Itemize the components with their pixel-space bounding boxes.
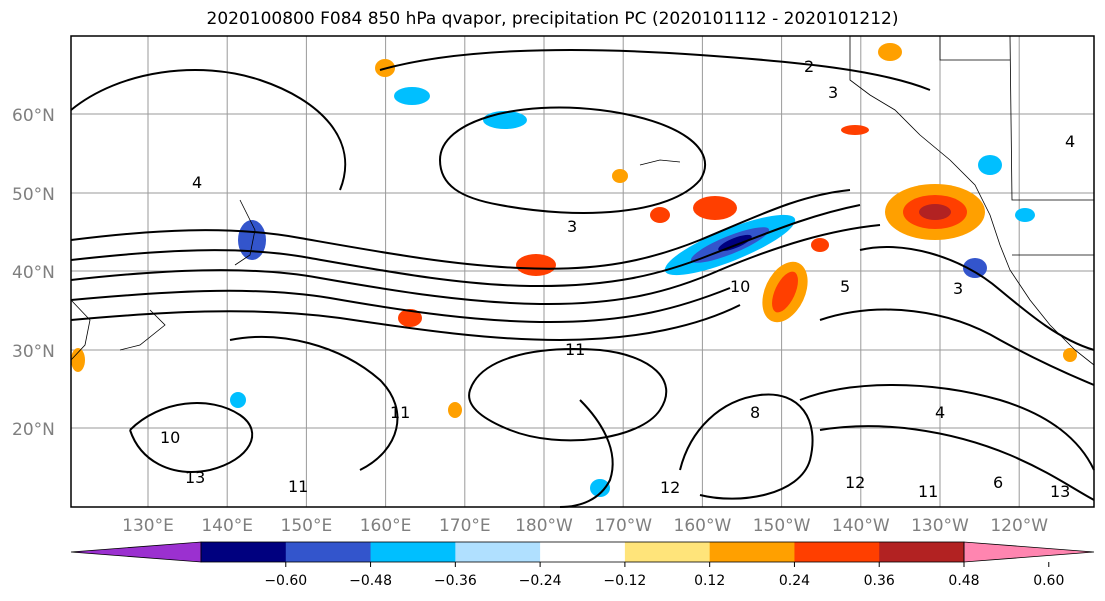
lon-label: 120°W xyxy=(990,516,1048,536)
colorbar-tick-label: −0.48 xyxy=(349,573,392,589)
precip-negative-patch xyxy=(1015,208,1035,222)
contour-label: 13 xyxy=(185,468,205,487)
colorbar-frame xyxy=(200,541,965,563)
precip-positive-patch xyxy=(448,402,462,418)
lon-label: 180°W xyxy=(515,516,573,536)
precip-negative-patch xyxy=(483,111,527,129)
contour-label: 4 xyxy=(935,403,945,422)
precip-positive-patch xyxy=(772,271,798,313)
colorbar-swatch xyxy=(794,542,880,562)
colorbar-tick-label: 0.24 xyxy=(779,573,810,589)
contour-label: 4 xyxy=(1065,132,1075,151)
precip-positive-patch xyxy=(612,169,628,183)
colorbar: −0.60 −0.48 −0.36 −0.24 −0.12 0.12 0.24 0.36 0.4… xyxy=(70,541,1095,589)
contour-label: 12 xyxy=(660,478,680,497)
precip-positive-patch xyxy=(71,348,85,372)
lon-label: 130°W xyxy=(911,516,969,536)
precip-positive-patch xyxy=(919,204,951,220)
contour-label: 10 xyxy=(730,277,750,296)
precip-positive-patch xyxy=(1063,348,1077,362)
lat-label: 50°N xyxy=(12,185,55,205)
map-title: 2020100800 F084 850 hPa qvapor, precipit… xyxy=(206,9,899,29)
longitude-labels: 130°E 140°E 150°E 160°E 170°E 180°W 170°W 160°W… xyxy=(122,516,1048,536)
precip-positive-patch xyxy=(693,196,737,220)
map-frame xyxy=(70,35,1095,508)
colorbar-swatch xyxy=(624,542,711,562)
contour-label: 6 xyxy=(993,473,1003,492)
precip-negative-patch xyxy=(230,392,246,408)
lon-label: 160°W xyxy=(674,516,732,536)
precip-positive-patch xyxy=(398,309,422,327)
lon-label: 170°E xyxy=(439,516,491,536)
lon-label: 140°E xyxy=(201,516,253,536)
lon-label: 140°W xyxy=(832,516,890,536)
lat-label: 60°N xyxy=(12,106,55,126)
lon-label: 160°E xyxy=(360,516,412,536)
precip-negative-patch xyxy=(238,220,266,260)
lon-label: 170°W xyxy=(594,516,652,536)
colorbar-tick-label: −0.12 xyxy=(603,573,646,589)
contour-label: 3 xyxy=(567,217,577,236)
colorbar-extend-max xyxy=(963,541,1095,563)
contour-label: 11 xyxy=(918,482,938,501)
colorbar-swatch xyxy=(285,542,372,562)
precip-negative-patch xyxy=(978,155,1002,175)
latitude-labels: 60°N 50°N 40°N 30°N 20°N xyxy=(12,106,55,440)
contour-labels: 2 3 4 3 4 3 5 10 11 10 13 11 11 12 8 4 1… xyxy=(160,57,1075,501)
colorbar-tick-label: −0.36 xyxy=(434,573,477,589)
contour-label: 11 xyxy=(565,340,585,359)
contour-label: 4 xyxy=(192,173,202,192)
precip-negative-patch xyxy=(718,234,752,252)
colorbar-tick-label: −0.60 xyxy=(264,573,307,589)
contour-label: 11 xyxy=(390,403,410,422)
contour-label: 12 xyxy=(845,473,865,492)
contour-label: 13 xyxy=(1050,482,1070,501)
lat-label: 20°N xyxy=(12,420,55,440)
qvapor-contours xyxy=(70,49,1095,508)
lon-label: 130°E xyxy=(122,516,174,536)
contour-label: 10 xyxy=(160,428,180,447)
precip-positive-patch xyxy=(811,238,829,252)
precip-negative-patch xyxy=(963,258,987,278)
precip-shading xyxy=(71,43,1077,497)
coastlines xyxy=(70,35,1095,366)
lat-label: 30°N xyxy=(12,342,55,362)
lon-label: 150°W xyxy=(753,516,811,536)
contour-label: 2 xyxy=(804,57,814,76)
precip-positive-patch xyxy=(650,207,670,223)
colorbar-swatch xyxy=(455,542,541,562)
colorbar-swatch xyxy=(370,542,456,562)
colorbar-tick-label: 0.60 xyxy=(1033,573,1064,589)
lat-label: 40°N xyxy=(12,263,55,283)
colorbar-tick-label: 0.48 xyxy=(948,573,979,589)
colorbar-swatch xyxy=(201,542,287,562)
colorbar-swatch xyxy=(879,542,965,562)
contour-label: 11 xyxy=(288,477,308,496)
colorbar-tick-label: 0.12 xyxy=(694,573,725,589)
precip-negative-patch xyxy=(394,87,430,105)
colorbar-tick-label: −0.24 xyxy=(519,573,562,589)
map-panel: 2 3 4 3 4 3 5 10 11 10 13 11 11 12 8 4 1… xyxy=(70,35,1095,508)
colorbar-swatch xyxy=(709,542,795,562)
precip-positive-patch xyxy=(841,125,869,135)
contour-label: 3 xyxy=(953,279,963,298)
colorbar-swatch xyxy=(540,542,626,562)
lon-label: 150°E xyxy=(281,516,333,536)
precip-positive-patch xyxy=(516,254,556,276)
precip-positive-patch xyxy=(878,43,902,61)
precip-negative-patch xyxy=(590,479,610,497)
contour-label: 5 xyxy=(840,277,850,296)
contour-label: 8 xyxy=(750,403,760,422)
contour-label: 3 xyxy=(828,83,838,102)
colorbar-extend-min xyxy=(70,541,202,563)
colorbar-tick-label: 0.36 xyxy=(864,573,895,589)
